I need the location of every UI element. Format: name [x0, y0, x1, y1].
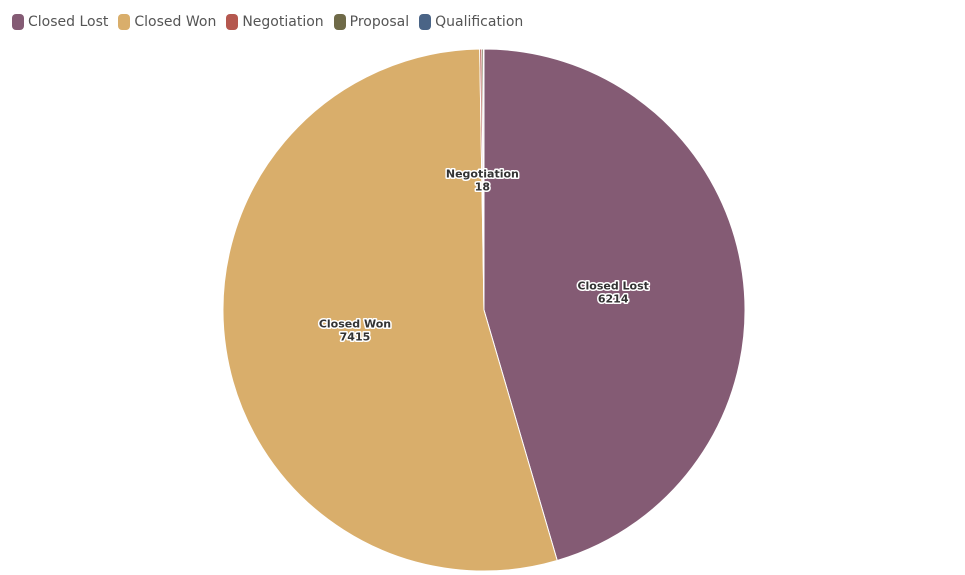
pie-slices [222, 48, 746, 572]
legend-label: Proposal [349, 14, 410, 30]
legend-item-closed-lost[interactable]: Closed Lost [12, 14, 108, 30]
slice-value-negotiation: 18 [475, 181, 490, 194]
legend-label: Closed Won [134, 14, 217, 30]
slice-label-closed-lost: Closed Lost [577, 280, 648, 293]
legend-item-proposal[interactable]: Proposal [333, 14, 410, 30]
chart-legend: Closed Lost Closed Won Negotiation Propo… [12, 14, 523, 30]
slice-value-closed-lost: 6214 [598, 293, 629, 306]
pie-slice-closed-lost[interactable] [483, 48, 746, 562]
legend-label: Qualification [435, 14, 524, 30]
legend-item-negotiation[interactable]: Negotiation [226, 14, 324, 30]
slice-label-closed-won: Closed Won [319, 318, 391, 331]
slice-label-negotiation: Negotiation [446, 168, 519, 181]
legend-label: Closed Lost [28, 14, 109, 30]
legend-swatch [226, 14, 239, 30]
legend-item-qualification[interactable]: Qualification [419, 14, 523, 30]
legend-label: Negotiation [242, 14, 324, 30]
slice-value-closed-won: 7415 [340, 331, 371, 344]
legend-swatch [12, 14, 24, 30]
legend-item-closed-won[interactable]: Closed Won [118, 14, 216, 30]
legend-swatch [118, 14, 131, 30]
pie-slice-closed-won[interactable] [222, 48, 558, 572]
legend-swatch [419, 14, 432, 30]
legend-swatch [333, 14, 346, 30]
